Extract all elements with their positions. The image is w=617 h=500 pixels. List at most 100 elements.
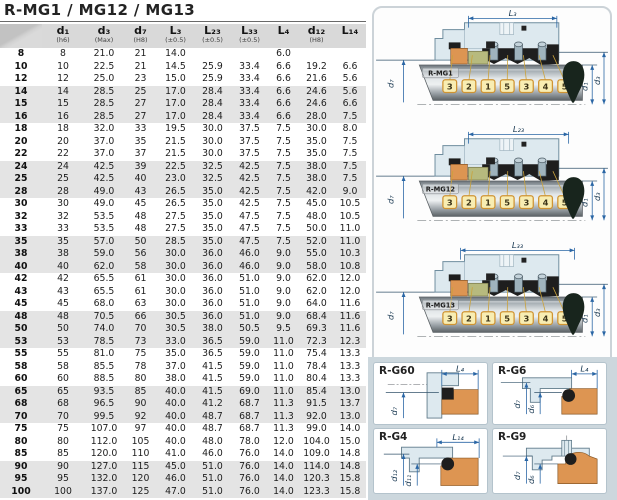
dimension-label: d₇ <box>512 399 522 408</box>
dimension-label: d₁ <box>579 82 589 91</box>
table-cell: 47.5 <box>239 223 260 234</box>
badge-number: 3 <box>523 81 529 91</box>
fluid-drop <box>562 177 585 219</box>
table-cell: 11.3 <box>273 410 294 422</box>
table-cell: 45.0 <box>165 460 186 472</box>
table-cell: 10 <box>57 60 69 72</box>
column-tolerance-note: (±0.5) <box>202 36 223 44</box>
table-row: 48 48 70.5 66 30.5 36.0 51.0 9.0 68.4 11.6 <box>0 310 366 323</box>
table-cell: 33.0 <box>165 335 186 347</box>
table-cell: 105 <box>131 435 150 447</box>
row-label: 33 <box>14 223 28 234</box>
table-cell: 65.5 <box>93 285 115 297</box>
table-cell: 11.3 <box>273 423 294 434</box>
table-row: 95 95 132.0 120 46.0 51.0 76.0 14.0 120.3 15.8 <box>0 473 366 486</box>
table-cell: 28.5 <box>93 85 115 97</box>
table-cell: 93.5 <box>93 385 115 397</box>
table-row: 55 55 81.0 75 35.0 36.5 59.0 11.0 75.4 13.3 <box>0 348 366 361</box>
table-cell: 27 <box>134 110 147 122</box>
table-cell: 6.6 <box>276 110 291 122</box>
table-cell: 35.0 <box>165 348 186 359</box>
table-cell: 46.0 <box>239 260 260 272</box>
part-number-badge: 3 <box>442 311 458 326</box>
table-cell: 39 <box>134 160 147 172</box>
dimension-label: L₄ <box>456 363 465 373</box>
seat <box>441 389 479 415</box>
dimension-label: d₇ <box>386 79 396 88</box>
diagram-label: R-MG13 <box>426 301 456 309</box>
table-cell: 38 <box>57 248 69 259</box>
table-cell: 47.5 <box>239 235 260 247</box>
table-cell: 11.0 <box>273 335 294 347</box>
table-cell: 66 <box>134 310 147 322</box>
table-cell: 13.3 <box>339 373 361 384</box>
table-cell: 6.6 <box>276 85 291 97</box>
table-row: 85 85 120.0 110 41.0 46.0 76.0 14.0 109.0 14.8 <box>0 448 366 461</box>
table-cell: 25 <box>57 173 69 184</box>
row-label: 85 <box>14 448 28 459</box>
table-cell: 74.0 <box>93 323 115 334</box>
table-cell: 30.0 <box>202 148 223 159</box>
dimension-label: L₁₄ <box>452 432 464 442</box>
part-number-badge: 5 <box>499 195 515 210</box>
row-label: 48 <box>14 310 28 322</box>
table-cell: 6.6 <box>276 60 291 72</box>
table-row: 32 32 53.5 48 27.5 35.0 47.5 7.5 48.0 10.5 <box>0 211 366 224</box>
table-cell: 70 <box>134 323 147 334</box>
table-cell: 6.6 <box>342 60 358 72</box>
part-number-badge: 3 <box>518 311 534 326</box>
table-row: 33 33 53.5 48 27.5 35.0 47.5 7.5 50.0 11.0 <box>0 223 366 236</box>
seal-cross-section-r-mg1: R-MG1 3 2 1 5 3 4 5 L₃ d₇ d₁ d₃ <box>376 9 608 105</box>
table-cell: 17.0 <box>165 98 186 109</box>
table-cell: 47.5 <box>239 210 260 222</box>
table-cell: 25.9 <box>202 60 223 72</box>
table-row: 30 30 49.0 45 26.5 35.0 42.5 7.5 45.0 10.5 <box>0 198 366 211</box>
table-cell: 46.0 <box>239 248 260 259</box>
table-cell: 125 <box>131 485 150 497</box>
seal-cross-section-r-mg12: R-MG12 3 2 1 5 3 4 5 L₂₃ d₇ d₁ d₃ <box>376 125 608 221</box>
table-cell: 45 <box>57 298 69 309</box>
table-cell: 11.0 <box>273 385 294 397</box>
row-label: 53 <box>14 335 28 347</box>
table-cell: 15.0 <box>339 435 361 447</box>
table-cell: 42.0 <box>306 185 327 197</box>
table-cell: 7.5 <box>276 235 291 247</box>
table-cell: 28.4 <box>202 110 223 122</box>
badge-number: 3 <box>523 197 529 207</box>
table-cell: 35.0 <box>202 210 223 222</box>
table-cell: 64.0 <box>306 298 327 309</box>
table-cell: 12 <box>57 73 69 84</box>
table-cell: 7.5 <box>342 148 358 159</box>
table-cell: 24.6 <box>306 98 327 109</box>
table-cell: 21.5 <box>165 135 186 147</box>
table-cell: 22 <box>57 148 69 159</box>
table-cell: 69.3 <box>306 323 327 334</box>
table-cell: 51.0 <box>239 310 260 322</box>
column-tolerance-note: (±0.5) <box>239 36 260 44</box>
table-cell <box>334 48 366 61</box>
dimension-label: d₃ <box>592 308 602 317</box>
seat-variant-box-r-g4: R-G4 L₁₄ d₁₂ d₁₁ <box>373 428 488 494</box>
table-cell: 91.5 <box>306 398 327 409</box>
table-cell: 7.5 <box>276 160 291 172</box>
table-cell: 40 <box>134 173 147 184</box>
column-label: d₃ <box>97 24 111 37</box>
table-cell: 40.0 <box>165 385 186 397</box>
table-cell: 35 <box>134 135 147 147</box>
table-cell: 6.6 <box>276 73 291 84</box>
table-cell: 49.0 <box>93 198 115 209</box>
part-number-badge: 1 <box>480 79 496 94</box>
row-label: 20 <box>14 135 28 147</box>
set-screw-detail <box>499 254 514 267</box>
table-cell <box>194 48 231 61</box>
table-row: 20 20 37.0 35 21.5 30.0 37.5 7.5 35.0 7.5 <box>0 136 366 149</box>
table-cell: 48.0 <box>202 435 223 447</box>
dimension-label: d₇ <box>386 195 396 204</box>
row-label: 65 <box>14 385 28 397</box>
table-cell: 12.0 <box>339 273 361 284</box>
table-cell: 41.5 <box>202 360 223 372</box>
page-title: R-MG1 / MG12 / MG13 <box>4 1 196 19</box>
seat-variant-label: R-G4 <box>379 431 408 443</box>
table-cell: 19.2 <box>306 60 327 72</box>
seat-variant-box-r-g6: R-G6 L₄ d₇ d₆ <box>492 362 607 425</box>
